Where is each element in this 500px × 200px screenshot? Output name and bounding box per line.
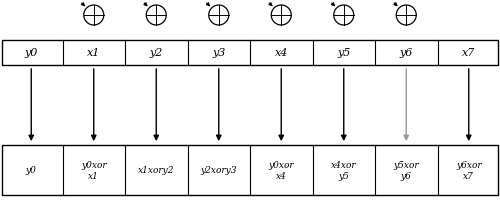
Text: x4xor
y5: x4xor y5 bbox=[331, 160, 356, 180]
Text: y2xory3: y2xory3 bbox=[200, 166, 237, 175]
Text: y0: y0 bbox=[24, 48, 38, 58]
Text: y6xor
x7: y6xor x7 bbox=[456, 160, 481, 180]
Text: x1xory2: x1xory2 bbox=[138, 166, 174, 175]
Bar bbox=[2, 145, 498, 195]
Text: y0: y0 bbox=[26, 166, 36, 175]
Text: x1: x1 bbox=[87, 48, 101, 58]
Text: y2: y2 bbox=[150, 48, 163, 58]
Text: y0xor
x4: y0xor x4 bbox=[268, 160, 294, 180]
Text: x4: x4 bbox=[274, 48, 288, 58]
Text: y6: y6 bbox=[400, 48, 413, 58]
Bar bbox=[2, 41, 498, 66]
Text: x7: x7 bbox=[462, 48, 475, 58]
Text: y0xor
x1: y0xor x1 bbox=[81, 160, 106, 180]
Text: y5xor
y6: y5xor y6 bbox=[394, 160, 419, 180]
Text: y3: y3 bbox=[212, 48, 226, 58]
Text: y5: y5 bbox=[337, 48, 350, 58]
